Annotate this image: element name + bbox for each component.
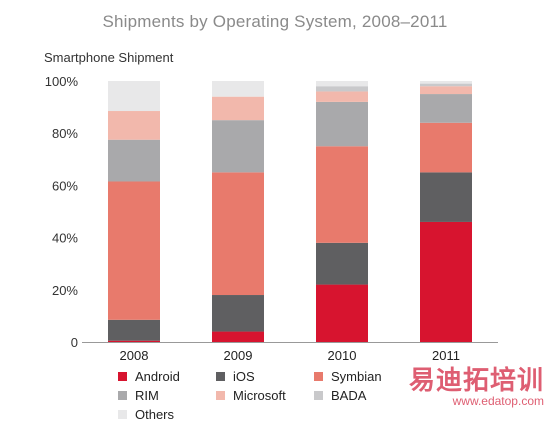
legend-item-ios: iOS xyxy=(216,369,314,384)
bar-rim-2008 xyxy=(108,139,160,182)
bar-others-2011 xyxy=(420,81,472,84)
bar-others-2008 xyxy=(108,81,160,112)
watermark-logo: 易迪拓培训 xyxy=(408,365,544,395)
bar-others-2010 xyxy=(316,81,368,87)
stacked-bar-chart: 0 20% 40% 60% 80% 100% 2008 2009 2010 2011 xyxy=(45,74,498,363)
bar-symbian-2008 xyxy=(108,181,160,320)
legend-label: RIM xyxy=(135,388,159,403)
bar-android-2008 xyxy=(108,340,160,342)
bar-android-2011 xyxy=(420,221,472,342)
legend-item-bada: BADA xyxy=(314,388,424,403)
chart-title: Shipments by Operating System, 2008–2011 xyxy=(102,12,448,31)
legend-label: Android xyxy=(135,369,180,384)
bar-stack-2009 xyxy=(212,81,264,342)
bar-rim-2011 xyxy=(420,94,472,123)
bar-symbian-2011 xyxy=(420,122,472,173)
bar-stack-2008 xyxy=(108,81,160,342)
legend: Android iOS Symbian RIM Microsoft BADA Others xyxy=(118,369,448,422)
legend-swatch xyxy=(118,391,127,400)
bar-ios-2011 xyxy=(420,172,472,222)
legend-swatch xyxy=(216,372,225,381)
bar-stacks xyxy=(108,81,472,342)
bar-microsoft-2011 xyxy=(420,86,472,95)
y-tick-label: 80% xyxy=(52,126,78,141)
bar-bada-2011 xyxy=(420,83,472,87)
legend-label: iOS xyxy=(233,369,255,384)
y-axis-ticks: 0 20% 40% 60% 80% 100% xyxy=(45,74,79,350)
bar-symbian-2010 xyxy=(316,146,368,243)
legend-label: BADA xyxy=(331,388,367,403)
legend-swatch xyxy=(314,372,323,381)
bar-microsoft-2009 xyxy=(212,96,264,121)
x-axis-ticks: 2008 2009 2010 2011 xyxy=(120,348,460,363)
x-tick-label: 2010 xyxy=(328,348,357,363)
legend-swatch xyxy=(314,391,323,400)
bar-others-2009 xyxy=(212,81,264,97)
bar-rim-2010 xyxy=(316,101,368,147)
bar-android-2009 xyxy=(212,331,264,342)
watermark: 易迪拓培训 www.edatop.com xyxy=(409,366,544,408)
legend-swatch xyxy=(118,410,127,419)
bar-stack-2011 xyxy=(420,81,472,342)
bar-ios-2009 xyxy=(212,295,264,332)
y-axis-title: Smartphone Shipment xyxy=(44,50,174,65)
bar-symbian-2009 xyxy=(212,172,264,296)
bar-rim-2009 xyxy=(212,120,264,173)
y-tick-label: 40% xyxy=(52,231,78,246)
x-tick-label: 2009 xyxy=(224,348,253,363)
legend-label: Symbian xyxy=(331,369,382,384)
legend-item-others: Others xyxy=(118,407,216,422)
legend-swatch xyxy=(118,372,127,381)
bar-ios-2010 xyxy=(316,242,368,285)
legend-item-rim: RIM xyxy=(118,388,216,403)
y-tick-label: 100% xyxy=(45,74,79,89)
bar-microsoft-2008 xyxy=(108,111,160,140)
legend-item-microsoft: Microsoft xyxy=(216,388,314,403)
x-tick-label: 2011 xyxy=(432,348,460,363)
legend-label: Microsoft xyxy=(233,388,286,403)
y-tick-label: 20% xyxy=(52,283,78,298)
bar-stack-2010 xyxy=(316,81,368,342)
bar-microsoft-2010 xyxy=(316,91,368,102)
legend-item-android: Android xyxy=(118,369,216,384)
bar-android-2010 xyxy=(316,284,368,342)
legend-swatch xyxy=(216,391,225,400)
y-tick-label: 60% xyxy=(52,178,78,193)
legend-label: Others xyxy=(135,407,175,422)
y-tick-label: 0 xyxy=(71,335,78,350)
legend-item-symbian: Symbian xyxy=(314,369,424,384)
watermark-url: www.edatop.com xyxy=(452,394,544,408)
x-tick-label: 2008 xyxy=(120,348,149,363)
bar-ios-2008 xyxy=(108,319,160,341)
bar-bada-2010 xyxy=(316,86,368,92)
